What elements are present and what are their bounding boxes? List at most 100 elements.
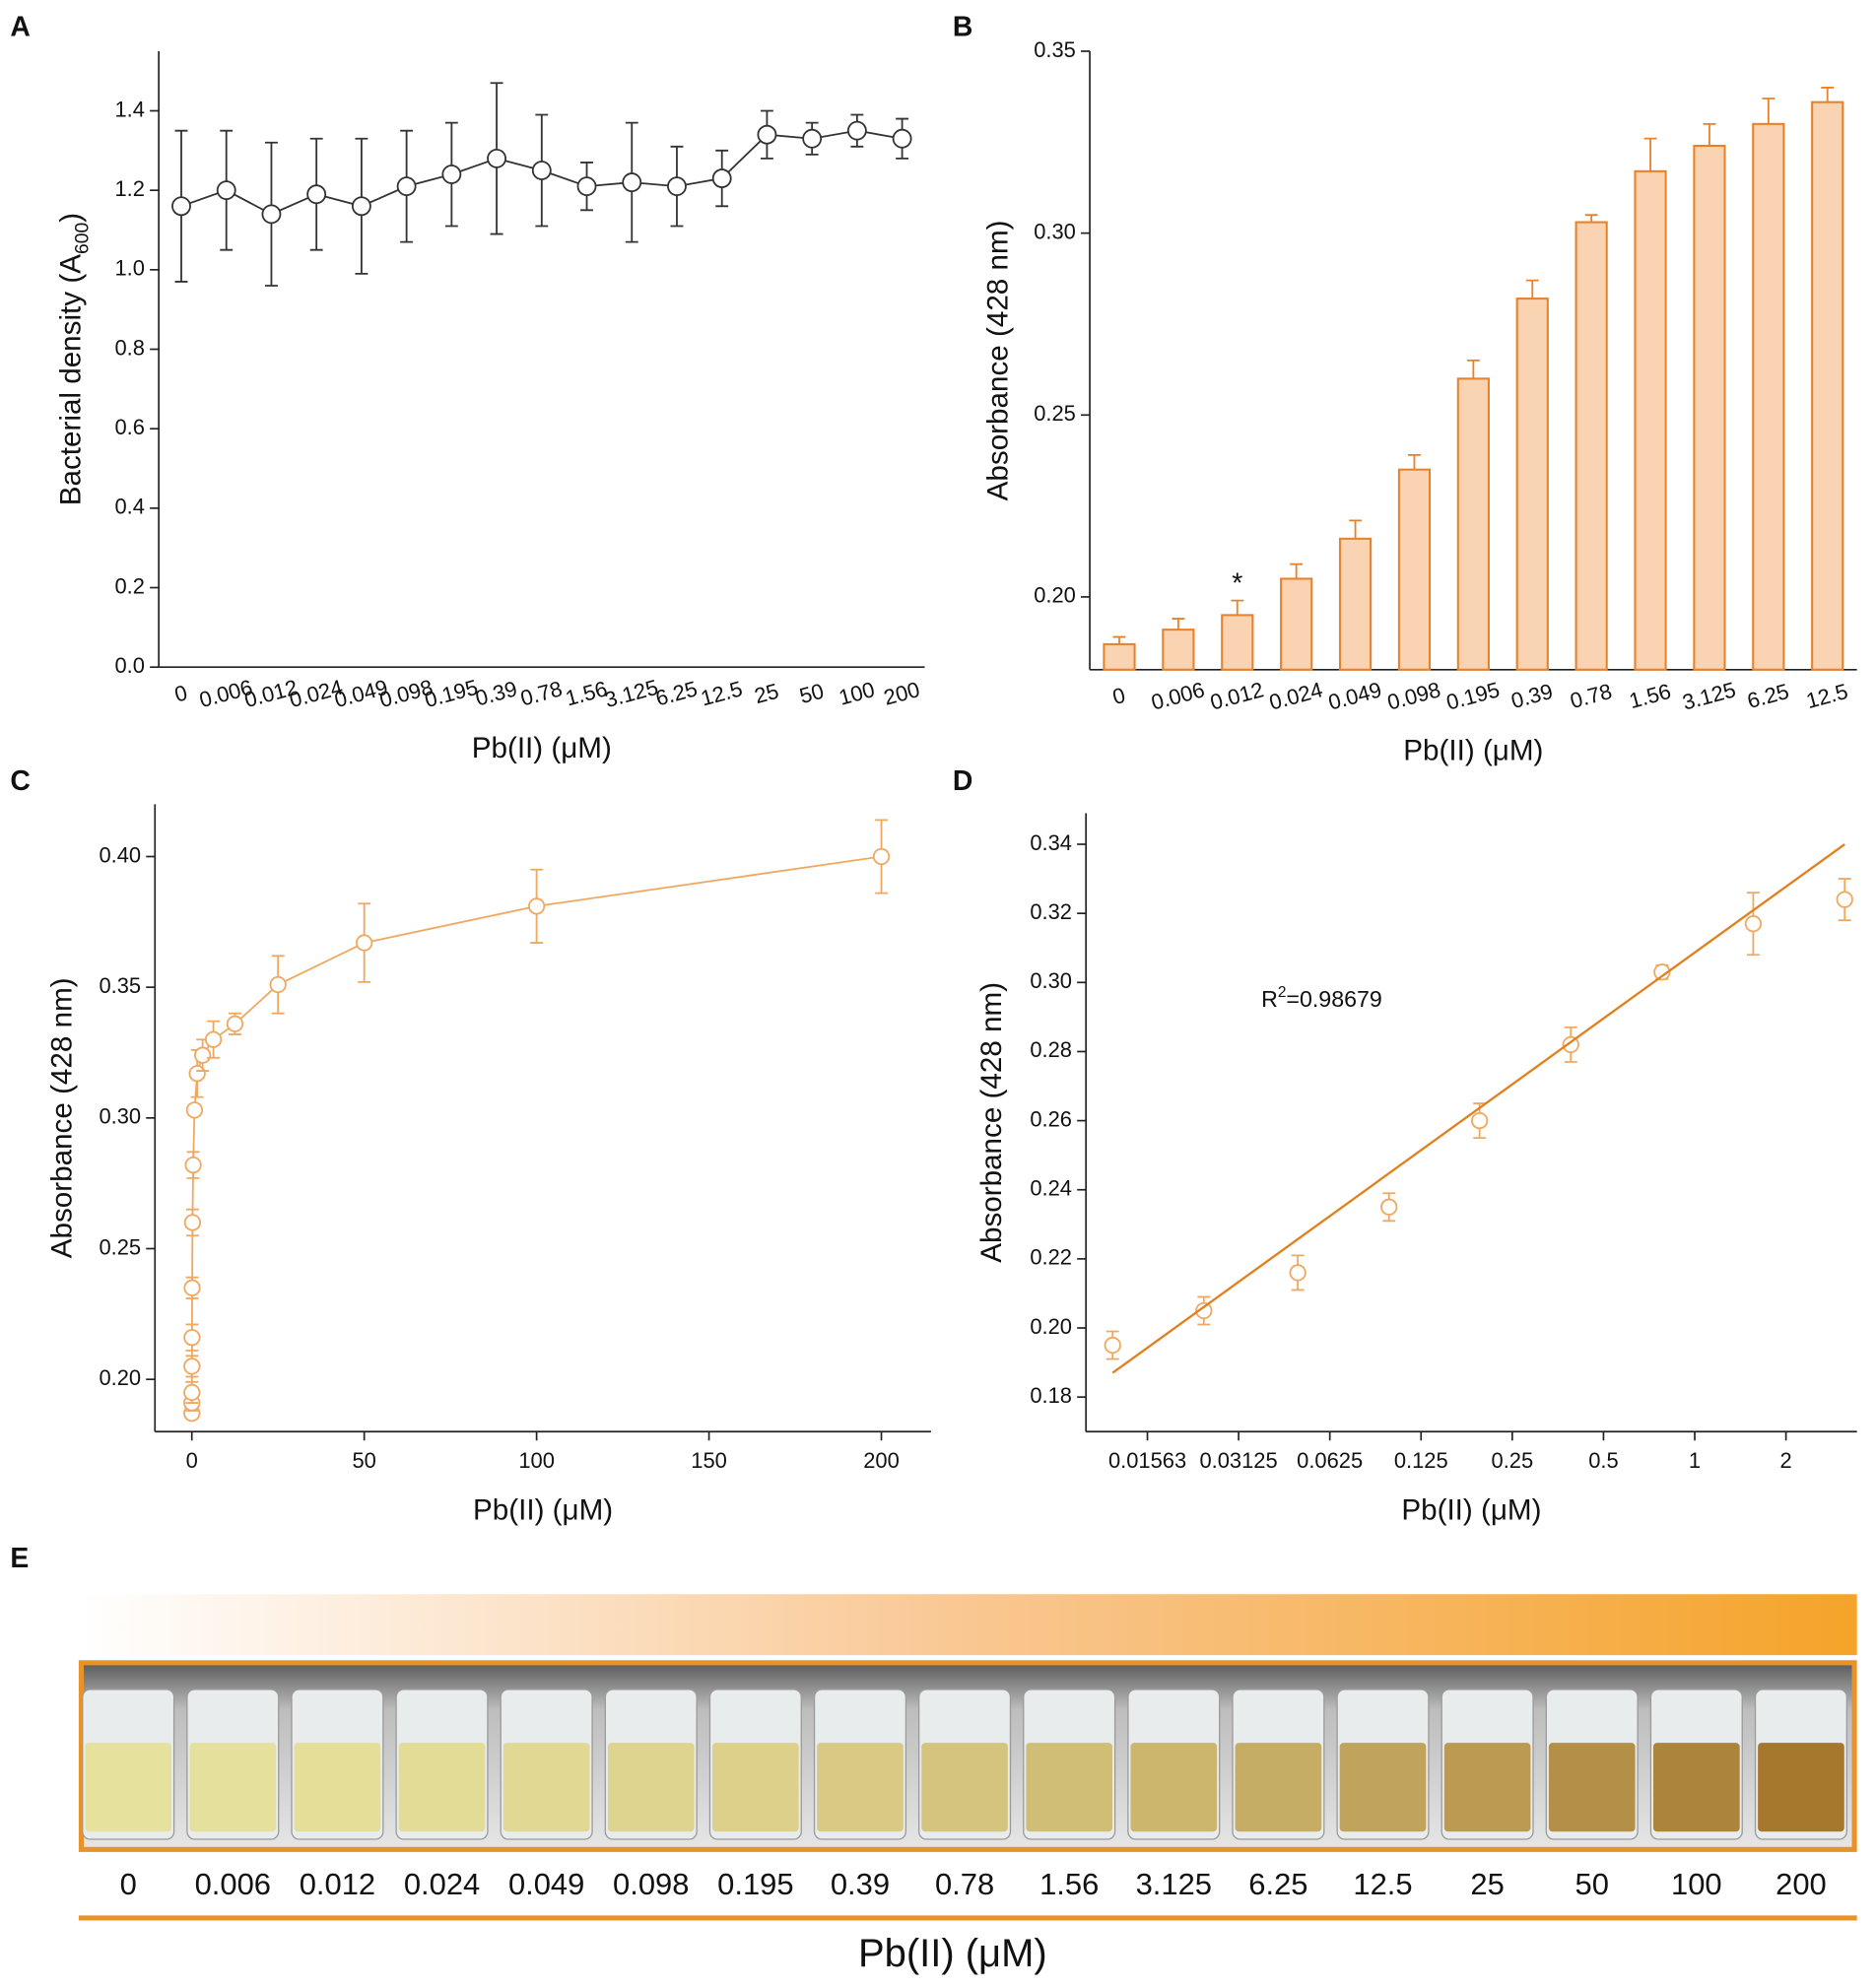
y-tick-label: 0.20: [1030, 1314, 1072, 1339]
annotation-part: 2: [1278, 984, 1287, 1001]
x-tick-label: 0.0625: [1297, 1448, 1363, 1473]
bar: [1456, 377, 1490, 671]
marker: [487, 148, 507, 168]
x-tick-label: 200: [863, 1448, 900, 1473]
marker: [226, 1015, 244, 1032]
x-tick-label: 3.125: [1680, 677, 1738, 714]
error-bar: [1290, 563, 1304, 579]
x-tick-label: 0.39: [1508, 679, 1556, 713]
error-bar: [1231, 599, 1244, 616]
bar: [1397, 468, 1432, 671]
annotation-part: =0.98679: [1286, 986, 1381, 1012]
bar: [1162, 629, 1195, 671]
marker: [892, 128, 912, 149]
vial-liquid: [1235, 1743, 1322, 1832]
y-axis-label-part: Bacterial density (A: [54, 254, 87, 505]
x-axis-label: Pb(II) (μM): [473, 1493, 613, 1526]
y-axis-label: Absorbance (428 nm): [45, 977, 78, 1258]
y-tick-label: 0.20: [1034, 583, 1076, 608]
y-tick-label: 0.40: [99, 842, 141, 867]
x-tick-label: 0.01563: [1108, 1448, 1186, 1473]
x-tick-label: 50: [352, 1448, 375, 1473]
y-tick-label: 0.22: [1030, 1245, 1072, 1270]
y-tick-label: 0.24: [1030, 1176, 1072, 1201]
marker: [622, 172, 642, 193]
panel-letter: A: [10, 11, 30, 42]
marker: [183, 1383, 201, 1402]
x-tick-label: 0: [171, 680, 189, 706]
y-tick-label: 0.28: [1030, 1037, 1072, 1062]
marker: [1562, 1035, 1579, 1054]
marker: [184, 1156, 202, 1174]
vial-liquid: [1653, 1743, 1740, 1832]
vial-liquid: [1443, 1743, 1531, 1832]
marker: [356, 934, 373, 952]
vial-liquid: [1130, 1743, 1218, 1832]
x-tick-label: 25: [752, 679, 781, 708]
marker: [204, 1030, 223, 1048]
marker: [183, 1214, 202, 1231]
marker: [183, 1358, 201, 1375]
vial-liquid: [607, 1743, 695, 1832]
y-axis-label-part: ): [54, 213, 87, 223]
vial-liquid: [712, 1743, 799, 1832]
bar: [1338, 537, 1373, 671]
marker: [802, 128, 823, 149]
x-tick-label: 200: [881, 677, 922, 710]
y-tick-label: 1.2: [115, 176, 145, 201]
x-tick-label: 0.5: [1588, 1448, 1618, 1473]
marker: [1380, 1198, 1398, 1216]
y-tick-label: 0.0: [115, 653, 145, 678]
x-tick-label: 6.25: [1745, 679, 1792, 713]
error-bar: [1584, 214, 1598, 223]
marker: [269, 975, 287, 994]
marker: [757, 124, 777, 145]
annotation: R2=0.98679: [1261, 984, 1382, 1013]
bar: [1811, 100, 1844, 671]
marker: [185, 1101, 204, 1119]
marker: [1836, 891, 1853, 908]
y-axis-label-part: Absorbance (428 nm): [975, 982, 1008, 1263]
vial-liquid: [502, 1743, 590, 1832]
error-bar: [1821, 87, 1835, 102]
vial-label: 0.006: [195, 1867, 271, 1901]
x-tick-label: 12.5: [698, 676, 745, 710]
vial-label: 0: [120, 1867, 137, 1901]
marker: [194, 1046, 212, 1064]
vial-label: 6.25: [1248, 1867, 1307, 1901]
vial-label: 100: [1671, 1867, 1722, 1901]
error-bar: [1112, 635, 1126, 644]
x-tick-label: 12.5: [1803, 679, 1850, 713]
x-tick-label: 0.012: [1208, 677, 1266, 714]
vial-label: 1.56: [1039, 1867, 1099, 1901]
vial-liquid: [817, 1743, 904, 1832]
y-tick-label: 0.34: [1030, 830, 1072, 855]
vial-label: 3.125: [1136, 1867, 1212, 1901]
x-tick-label: 50: [797, 679, 827, 708]
panel-letter: B: [953, 11, 972, 42]
vial-label: 0.78: [935, 1867, 994, 1901]
y-axis-label-part: 600: [72, 223, 93, 254]
marker: [667, 176, 687, 197]
x-tick-label: 100: [837, 677, 878, 710]
y-axis-label: Absorbance (428 nm): [981, 220, 1014, 500]
y-tick-label: 0.35: [1034, 37, 1076, 62]
marker: [1471, 1111, 1489, 1130]
error-bar: [1643, 137, 1657, 171]
error-bar: [1172, 618, 1185, 630]
marker: [1289, 1264, 1306, 1282]
vial-label: 0.39: [831, 1867, 890, 1901]
marker: [711, 168, 732, 188]
bar: [1515, 298, 1549, 671]
y-tick-label: 0.18: [1030, 1383, 1072, 1408]
marker: [872, 847, 891, 866]
x-tick-label: 0.024: [1267, 677, 1325, 714]
x-axis-label: Pb(II) (μM): [1403, 734, 1543, 766]
marker: [216, 180, 236, 201]
y-axis-label-part: Absorbance (428 nm): [981, 220, 1014, 500]
marker: [171, 196, 191, 217]
vial-liquid: [85, 1743, 172, 1832]
x-tick-label: 0.006: [1149, 677, 1207, 714]
y-axis-label: Absorbance (428 nm): [975, 982, 1008, 1263]
vial-label: 0.195: [717, 1867, 793, 1901]
